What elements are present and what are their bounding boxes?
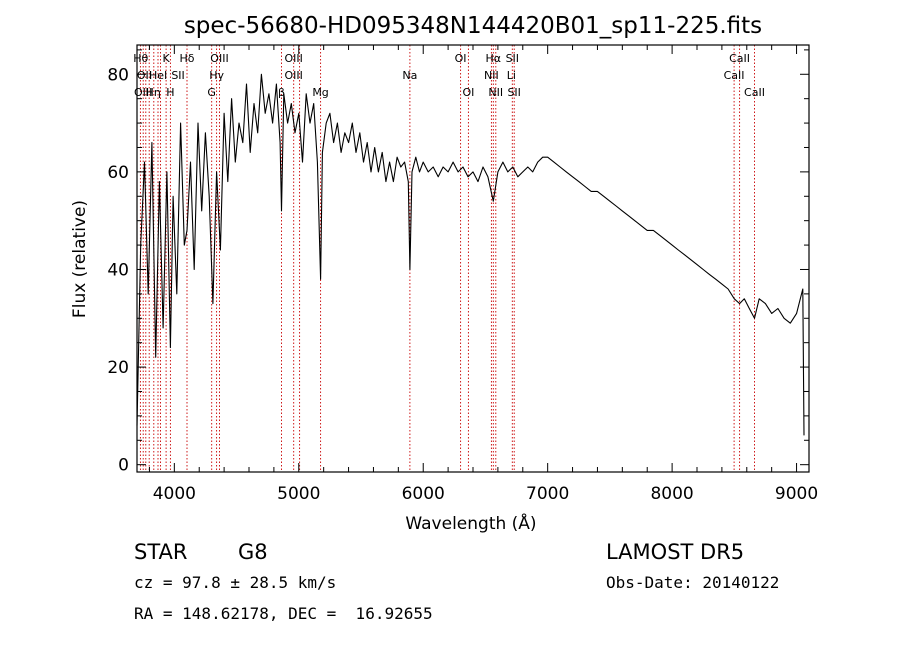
- flux-series-line: [136, 73, 805, 436]
- y-axis-label: Flux (relative): [70, 200, 90, 318]
- spectral-line-label: OIII: [284, 69, 302, 82]
- spectral-line-label: NII: [488, 86, 503, 99]
- spectral-line-label: H: [166, 86, 174, 99]
- spectral-line-label: SII: [506, 52, 519, 65]
- obs-date: Obs-Date: 20140122: [606, 573, 780, 592]
- spectral-line-label: SII: [507, 86, 520, 99]
- spectral-line-label: OI: [462, 86, 474, 99]
- x-tick-label: 9000: [775, 484, 818, 504]
- survey-name: LAMOST DR5: [606, 540, 745, 564]
- line-label-layer: HθOIIOIIIHηHeIKHSIIHδGHγOIIIβOIIIOIIIMgN…: [133, 52, 765, 99]
- spectral-line-label: Hγ: [209, 69, 224, 82]
- velocity: cz = 97.8 ± 28.5 km/s: [134, 573, 337, 592]
- spectral-line-label: Hδ: [180, 52, 195, 65]
- spectral-line-label: OII: [137, 69, 152, 82]
- spectral-line-label: OIII: [284, 52, 302, 65]
- coordinates: RA = 148.62178, DEC = 16.92655: [134, 604, 433, 623]
- spectral-line-label: G: [207, 86, 216, 99]
- spectral-line-label: CaII: [729, 52, 750, 65]
- spectral-line-label: CaII: [724, 69, 745, 82]
- chart-title: spec-56680-HD095348N144420B01_sp11-225.f…: [184, 13, 762, 39]
- spectral-line-label: CaII: [744, 86, 765, 99]
- plot-frame: [136, 44, 810, 473]
- spectral-line-label: Hη: [146, 86, 161, 99]
- y-tick-label: 80: [107, 65, 129, 85]
- spectral-line-label: Na: [402, 69, 417, 82]
- x-axis-label: Wavelength (Å): [405, 512, 536, 534]
- spectral-line-label: OIII: [134, 86, 152, 99]
- spectral-line-label: SII: [171, 69, 184, 82]
- spectral-line-label: β: [278, 86, 285, 99]
- spectral-line-label: HeI: [149, 69, 167, 82]
- spectral-line-label: Hα: [486, 52, 502, 65]
- spectral-line-label: K: [163, 52, 171, 65]
- series-layer: [136, 73, 805, 436]
- spectral-line-label: Li: [507, 69, 516, 82]
- spectral-line-label: OIII: [210, 52, 228, 65]
- spectral-line-label: Hθ: [133, 52, 148, 65]
- y-tick-label: 60: [107, 163, 129, 183]
- y-tick-label: 0: [118, 456, 129, 476]
- x-tick-label: 8000: [650, 484, 693, 504]
- x-tick-label: 7000: [526, 484, 569, 504]
- y-axis: 0 20 40 60 80: [107, 49, 809, 476]
- spectral-line-label: Mg: [312, 86, 328, 99]
- x-tick-label: 5000: [277, 484, 320, 504]
- y-tick-label: 20: [107, 358, 129, 378]
- object-class: STAR: [134, 540, 188, 564]
- subclass: G8: [238, 540, 268, 564]
- spectral-line-label: NII: [484, 69, 499, 82]
- y-tick-label: 40: [107, 260, 129, 280]
- x-axis: 4000 5000 6000 7000 8000 9000: [148, 45, 818, 504]
- x-tick-label: 6000: [402, 484, 445, 504]
- x-tick-label: 4000: [153, 484, 196, 504]
- spectral-line-label: OI: [455, 52, 467, 65]
